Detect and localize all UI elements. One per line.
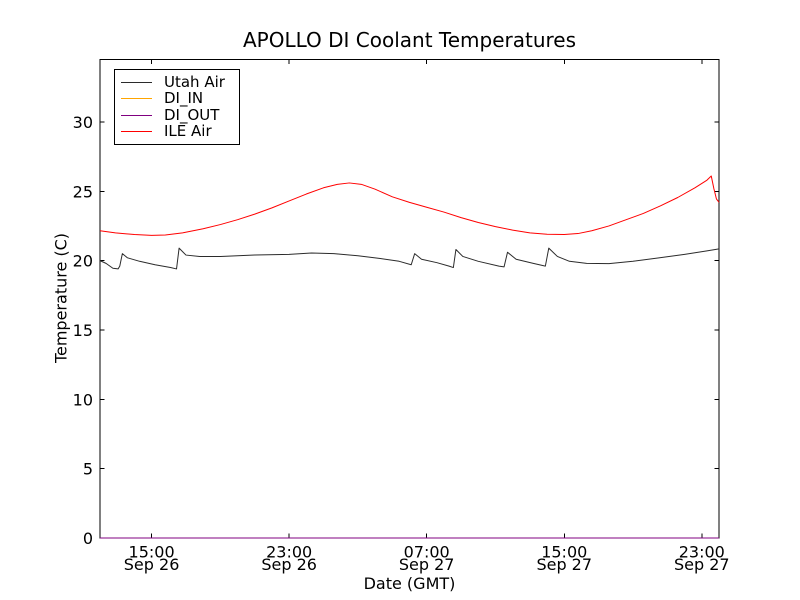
y-tick-label: 5 xyxy=(83,460,93,479)
series-line-utah-air xyxy=(99,247,720,270)
legend-item-utah-air: Utah Air xyxy=(121,74,239,91)
chart-title: APOLLO DI Coolant Temperatures xyxy=(242,28,577,52)
x-tick-label-date: Sep 27 xyxy=(536,555,592,574)
legend-item-di-in: DI_IN xyxy=(121,91,239,108)
y-axis-label: Temperature (C) xyxy=(51,232,71,364)
x-tick-label-time: 07:00 xyxy=(404,543,450,562)
legend-label: DI_OUT xyxy=(164,105,220,124)
legend-line-sample xyxy=(121,131,152,133)
x-tick-label-date: Sep 26 xyxy=(124,555,180,574)
x-tick-label-time: 23:00 xyxy=(679,543,725,562)
x-tick-label-date: Sep 26 xyxy=(261,555,317,574)
y-tick-label: 0 xyxy=(83,529,93,548)
y-tick-label: 20 xyxy=(73,252,93,271)
x-axis-label: Date (GMT) xyxy=(363,574,456,593)
legend: Utah Air DI_IN DI_OUT ILE Air xyxy=(114,69,240,145)
legend-item-ile-air: ILE Air xyxy=(121,124,239,141)
legend-label: DI_IN xyxy=(164,89,204,108)
x-tick-label-time: 15:00 xyxy=(541,543,587,562)
x-tick-label-time: 23:00 xyxy=(266,543,312,562)
x-tick-label-date: Sep 27 xyxy=(674,555,730,574)
x-tick-label-time: 15:00 xyxy=(129,543,175,562)
y-tick-label: 25 xyxy=(73,182,93,201)
legend-label: ILE Air xyxy=(164,122,212,141)
y-tick-label: 10 xyxy=(73,390,93,409)
legend-line-sample xyxy=(121,81,152,83)
legend-line-sample xyxy=(121,98,152,100)
legend-item-di-out: DI_OUT xyxy=(121,107,239,124)
y-tick-label: 30 xyxy=(73,113,93,132)
x-tick-label-date: Sep 27 xyxy=(399,555,455,574)
legend-label: Utah Air xyxy=(164,72,225,91)
series-line-ile-air xyxy=(99,175,720,236)
y-tick-label: 15 xyxy=(73,321,93,340)
legend-line-sample xyxy=(121,114,152,116)
